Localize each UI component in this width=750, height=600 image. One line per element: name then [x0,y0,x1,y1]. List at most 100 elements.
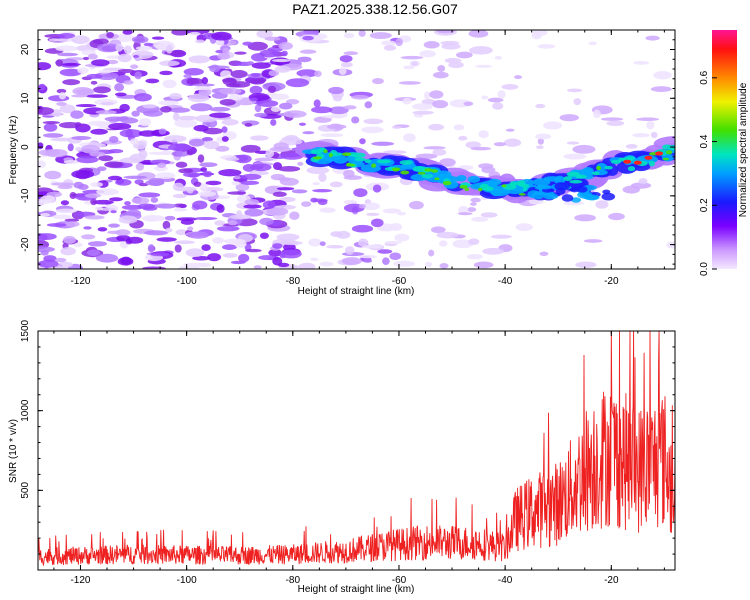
spectrogram-cell [436,231,459,239]
spectrogram-cell [76,88,95,96]
spectrogram-cell [138,118,152,127]
spectrogram-cell [56,101,67,106]
spectrogram-cell [412,110,434,115]
spectrogram-cell [429,90,444,99]
spectrogram-cell [124,201,131,206]
spectrogram-cell [96,166,107,172]
spectrogram-cell [44,170,62,180]
spectrogram-x-label: Height of straight line (km) [298,286,415,297]
spectrogram-cell [363,118,384,125]
spectrogram-cell [215,145,230,152]
spectrogram-cell [180,219,195,225]
spectrogram-cell [109,197,124,202]
spectrogram-cell [155,172,176,180]
spectrogram-cell [359,255,378,259]
spectrogram-cell [439,158,456,167]
spectrogram-cell [40,250,49,256]
spectrogram-cell [382,150,407,155]
ridge-cell [571,197,582,203]
spectrogram-cell [448,61,464,69]
spectrogram-cell [234,239,247,248]
spectrogram-cell [362,244,383,249]
spectrogram-cell [71,136,92,141]
ridge-cell [575,174,587,179]
colorbar-tick-label: 0.2 [699,198,710,212]
ridge-cell [584,194,600,201]
ridge-peak [655,151,664,156]
spectrogram-cell [83,226,92,230]
spectrogram-cell [145,216,158,222]
spectrogram-cell [192,200,208,210]
spectrogram-cell [338,67,347,75]
spectrogram-cell [56,88,67,94]
spectrogram-cell [193,181,202,187]
spectrogram-cell [126,209,142,217]
spectrogram-cell [201,137,214,142]
spectrogram-cell [200,167,208,173]
spectrogram-cell [276,187,295,191]
spectrogram-cell [165,44,173,54]
ridge-cell [596,165,602,171]
spectrogram-cell [138,130,158,137]
spectrogram-cell [116,234,131,242]
ridge-cell [354,157,366,162]
spectrogram-cell [201,244,211,251]
spectrogram-cell [87,53,98,60]
spectrogram-cell [588,41,597,46]
spectrogram-cell [256,100,279,107]
spectrogram-cell [57,33,76,39]
spectrogram-cell [114,33,134,43]
ridge-cell [569,179,583,184]
y-tick-label: 0 [20,144,31,150]
spectrogram-cell [117,53,132,63]
spectrogram-cell [394,233,410,242]
spectrogram-cell [453,124,465,131]
spectrogram-cell [75,146,82,152]
spectrogram-cell [343,51,359,56]
spectrogram-cell [64,218,80,222]
colorbar-ticks: 0.0 0.2 0.4 0.6 [699,70,717,276]
spectrogram-cell [107,148,124,154]
ridge-cell [484,186,494,192]
spectrogram-cell [439,263,449,269]
spectrogram-cell [90,128,108,135]
spectrogram-cell [63,235,76,244]
spectrogram-cell [175,161,188,168]
spectrogram-cell [142,104,157,109]
ridge-cell [581,169,593,175]
spectrogram-cell [54,38,77,42]
spectrogram-cell [162,220,171,230]
spectrogram-cell [493,142,507,147]
spectrogram-cell [320,133,344,138]
spectrogram-cell [312,182,320,186]
spectrogram-cell [330,231,343,238]
spectrogram-cell [487,97,504,103]
spectrogram-cell [505,128,515,132]
spectrogram-cell [351,224,374,233]
ridge-cell [399,160,413,166]
spectrogram-cell [150,159,171,165]
spectrogram-cell [230,260,246,265]
spectrogram-cell [131,35,149,44]
spectrogram-cell [478,130,489,139]
spectrogram-cell [259,232,269,239]
spectrogram-cell [319,207,336,214]
spectrogram-cell [403,65,415,70]
spectrogram-cell [145,179,165,186]
spectrogram-cell [593,109,601,119]
colorbar-gradient [712,30,737,269]
spectrogram-cell [106,31,114,39]
spectrogram-cell [249,135,269,141]
spectrogram-cell [97,227,108,232]
spectrogram-cell [203,140,220,150]
spectrogram-cell [268,248,282,257]
spectrogram-cell [298,122,307,126]
spectrogram-cell [281,50,288,57]
x-tick-label: -80 [286,276,301,287]
spectrogram-cell [280,240,303,246]
spectrogram-cell [172,193,187,199]
spectrogram-cell [650,131,658,139]
spectrogram-cell [266,207,289,216]
spectrogram-cell [264,36,281,41]
spectrogram-cell [57,52,79,57]
